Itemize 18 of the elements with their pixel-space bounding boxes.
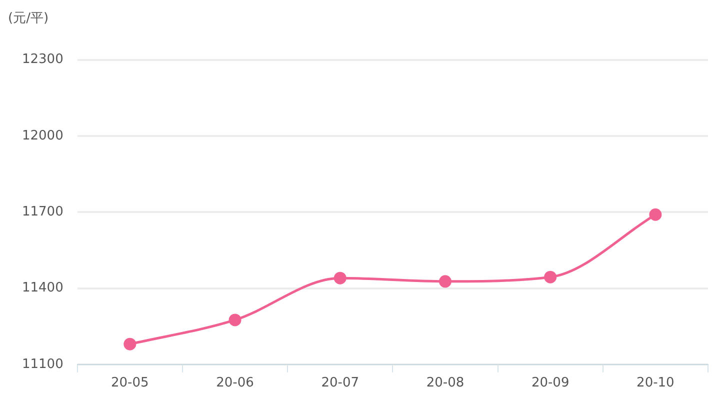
x-tick-label: 20-07 <box>321 376 360 391</box>
point <box>124 338 136 350</box>
point <box>228 314 242 326</box>
point <box>544 270 557 284</box>
point <box>438 275 452 288</box>
y-tick-label: 11400 <box>22 280 64 296</box>
y-tick-label: 11100 <box>22 356 64 372</box>
x-tick-label: 20-10 <box>636 376 674 391</box>
point <box>649 208 662 221</box>
point <box>334 272 346 284</box>
y-tick-label: 12000 <box>22 128 64 144</box>
y-axis-title: (元/平) <box>8 10 50 28</box>
x-tick-label: 20-05 <box>111 376 149 391</box>
x-tick-label: 20-08 <box>426 376 464 391</box>
y-tick-label: 12300 <box>22 52 64 68</box>
y-tick-label: 11700 <box>22 204 64 220</box>
x-tick-label: 20-09 <box>531 376 570 391</box>
x-tick-label: 20-06 <box>216 376 254 391</box>
